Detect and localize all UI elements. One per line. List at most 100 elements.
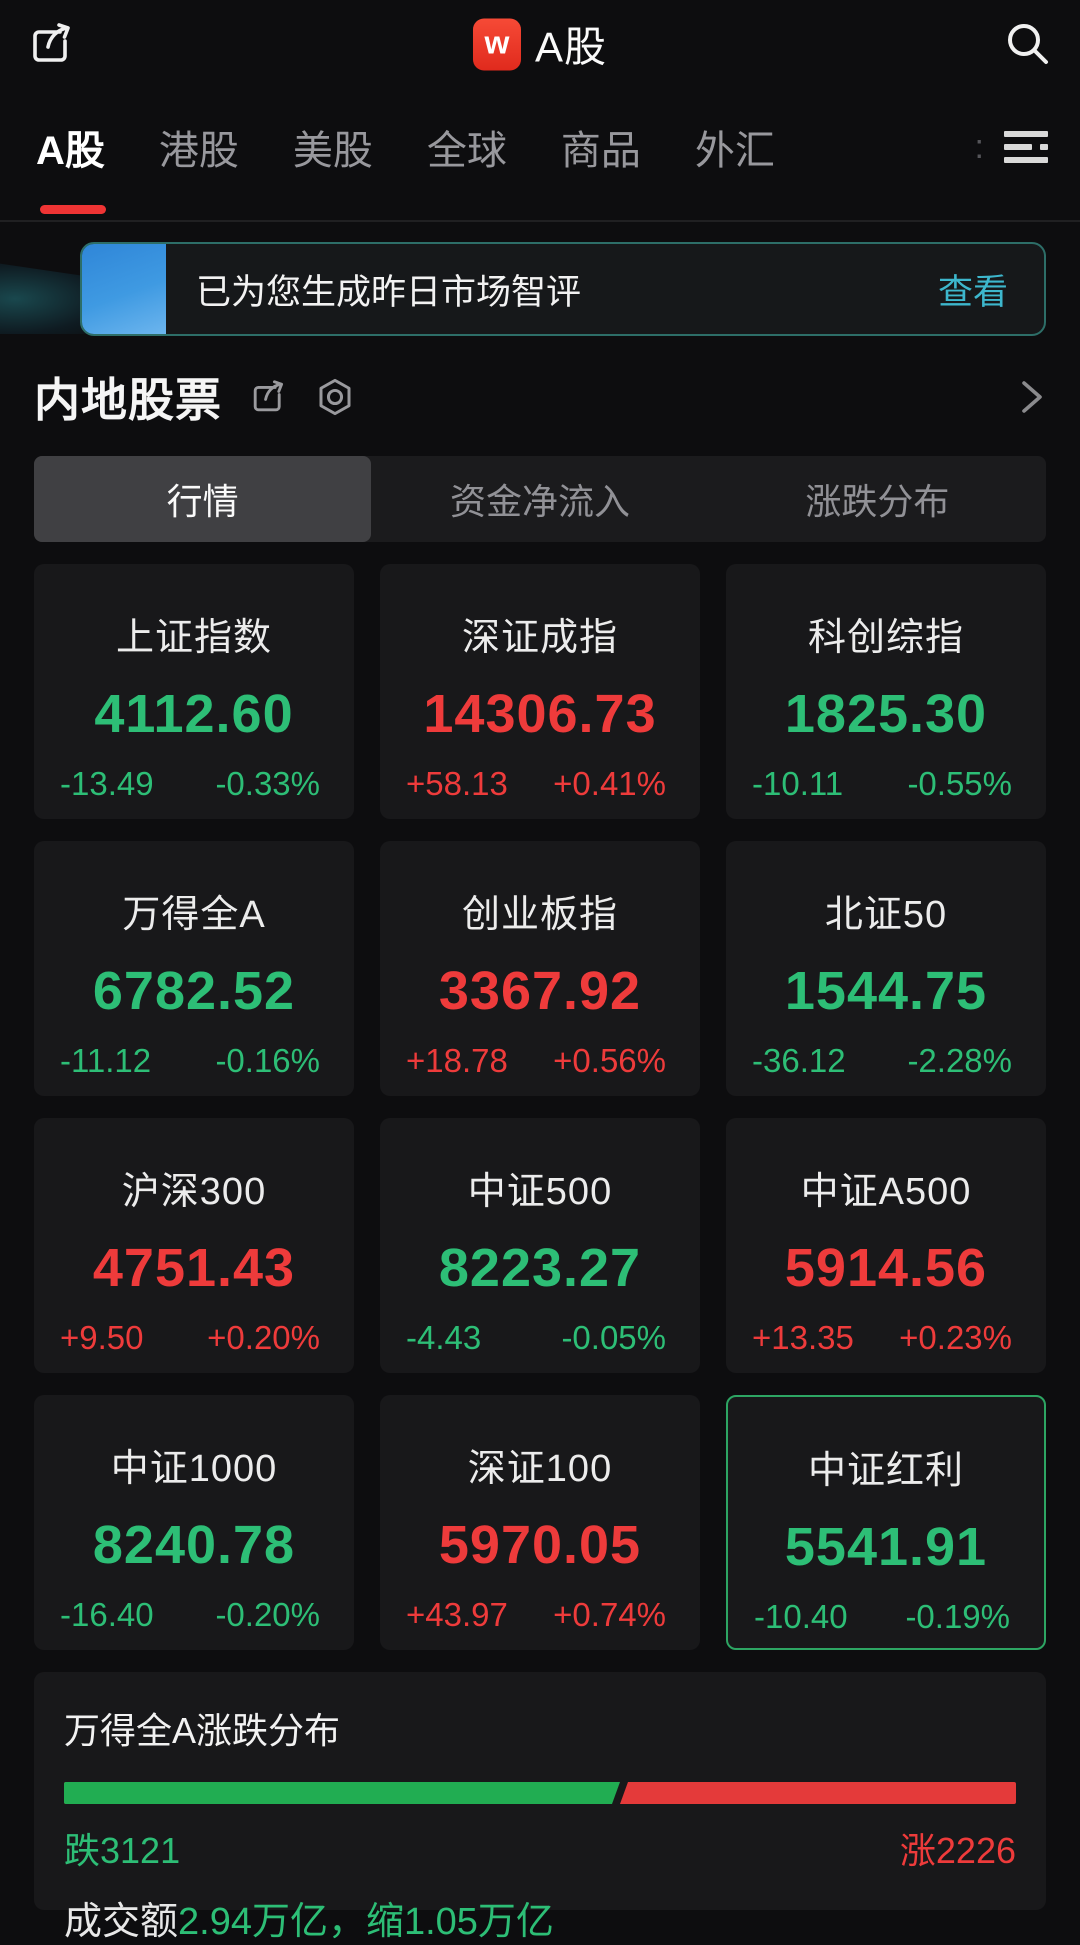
index-name: 沪深300 bbox=[121, 1171, 267, 1213]
market-tab-3[interactable]: 美股 bbox=[292, 129, 373, 173]
index-change-pct: -0.05% bbox=[561, 1319, 666, 1356]
index-name: 中证红利 bbox=[807, 1450, 964, 1492]
view-link[interactable]: 查看 bbox=[937, 272, 1008, 312]
index-value: 4751.43 bbox=[92, 1238, 296, 1298]
index-card[interactable]: 中证500 8223.27 -4.43 -0.05% bbox=[380, 1118, 700, 1373]
index-name: 科创综指 bbox=[807, 617, 964, 659]
index-card[interactable]: 上证指数 4112.60 -13.49 -0.33% bbox=[34, 564, 354, 819]
market-tab-1[interactable]: A股 bbox=[36, 129, 105, 173]
tabbar-right: : bbox=[975, 127, 1050, 167]
index-value: 5541.91 bbox=[784, 1517, 988, 1577]
distribution-title: 万得全A涨跌分布 bbox=[64, 1710, 341, 1751]
section-icons bbox=[248, 376, 356, 418]
subtab-2[interactable]: 资金净流入 bbox=[449, 481, 630, 522]
index-value: 4112.60 bbox=[94, 684, 294, 744]
index-change: -13.49 bbox=[60, 765, 154, 802]
index-name: 中证500 bbox=[467, 1171, 613, 1213]
index-change-pct: +0.56% bbox=[553, 1042, 666, 1079]
index-change: -36.12 bbox=[752, 1042, 846, 1079]
index-change-pct: +0.20% bbox=[207, 1319, 320, 1356]
index-change-pct: -0.16% bbox=[215, 1042, 320, 1079]
index-name: 深证成指 bbox=[461, 617, 618, 659]
index-card[interactable]: 北证50 1544.75 -36.12 -2.28% bbox=[726, 841, 1046, 1096]
index-card[interactable]: 科创综指 1825.30 -10.11 -0.55% bbox=[726, 564, 1046, 819]
index-change-pct: -2.28% bbox=[907, 1042, 1012, 1079]
index-name: 上证指数 bbox=[115, 617, 272, 659]
index-value: 5970.05 bbox=[438, 1515, 642, 1575]
distribution-panel: 万得全A涨跌分布 跌3121 涨2226 成交额2.94万亿，缩1.05万亿 bbox=[34, 1672, 1046, 1943]
index-change-row: +58.13 +0.41% bbox=[380, 765, 700, 803]
market-tab-4[interactable]: 全球 bbox=[426, 129, 507, 173]
index-card[interactable]: 创业板指 3367.92 +18.78 +0.56% bbox=[380, 841, 700, 1096]
index-change-row: -10.40 -0.19% bbox=[728, 1598, 1044, 1636]
index-change-row: +43.97 +0.74% bbox=[380, 1596, 700, 1634]
index-card[interactable]: 深证100 5970.05 +43.97 +0.74% bbox=[380, 1395, 700, 1650]
index-change: -11.12 bbox=[60, 1042, 152, 1079]
tab-list-menu-icon[interactable] bbox=[1004, 127, 1050, 167]
market-tab-2[interactable]: 港股 bbox=[158, 129, 239, 173]
index-value: 8223.27 bbox=[438, 1238, 642, 1298]
index-name: 万得全A bbox=[122, 894, 266, 936]
index-change: +43.97 bbox=[406, 1596, 508, 1633]
settings-gear-icon[interactable] bbox=[314, 376, 356, 418]
subtab-3[interactable]: 涨跌分布 bbox=[805, 481, 950, 522]
index-change: +18.78 bbox=[406, 1042, 508, 1079]
index-name: 深证100 bbox=[467, 1448, 613, 1490]
index-value: 5914.56 bbox=[784, 1238, 988, 1298]
decliners-count: 跌3121 bbox=[64, 1830, 181, 1871]
search-icon[interactable] bbox=[1002, 18, 1054, 70]
index-change-row: -36.12 -2.28% bbox=[726, 1042, 1046, 1080]
index-card[interactable]: 中证红利 5541.91 -10.40 -0.19% bbox=[726, 1395, 1046, 1650]
index-change-row: -11.12 -0.16% bbox=[34, 1042, 354, 1080]
market-tabs: A股 港股 美股 全球 商品 外汇 bbox=[36, 118, 829, 176]
chevron-right-icon[interactable] bbox=[1016, 375, 1046, 419]
index-change-pct: +0.41% bbox=[553, 765, 666, 802]
turnover-line: 成交额2.94万亿，缩1.05万亿 bbox=[64, 1890, 1016, 1945]
index-name: 中证A500 bbox=[800, 1171, 972, 1213]
index-change-row: -4.43 -0.05% bbox=[380, 1319, 700, 1357]
active-tab-underline bbox=[40, 205, 106, 214]
market-tabbar: A股 港股 美股 全球 商品 外汇 : bbox=[0, 88, 1080, 222]
index-value: 1544.75 bbox=[784, 961, 988, 1021]
index-name: 创业板指 bbox=[461, 894, 618, 936]
index-change: +9.50 bbox=[60, 1319, 144, 1356]
market-tab-6[interactable]: 外汇 bbox=[694, 129, 775, 173]
index-name: 北证50 bbox=[824, 894, 948, 936]
tab-overflow-dots: : bbox=[974, 128, 984, 166]
index-value: 8240.78 bbox=[92, 1515, 296, 1575]
index-card[interactable]: 深证成指 14306.73 +58.13 +0.41% bbox=[380, 564, 700, 819]
index-change-row: -16.40 -0.20% bbox=[34, 1596, 354, 1634]
top-bar: w A股 bbox=[0, 0, 1080, 88]
index-change-row: -10.11 -0.55% bbox=[726, 765, 1046, 803]
index-change-pct: -0.55% bbox=[907, 765, 1012, 802]
decliners-bar-segment bbox=[64, 1782, 620, 1804]
share-icon[interactable] bbox=[26, 19, 76, 69]
index-change: -10.11 bbox=[752, 765, 844, 802]
advancers-count: 涨2226 bbox=[899, 1830, 1016, 1871]
index-card[interactable]: 中证1000 8240.78 -16.40 -0.20% bbox=[34, 1395, 354, 1650]
page-title: A股 bbox=[534, 23, 608, 71]
turnover-value: 2.94万亿，缩1.05万亿 bbox=[178, 1901, 554, 1943]
index-change: -16.40 bbox=[60, 1596, 154, 1633]
index-change-row: -13.49 -0.33% bbox=[34, 765, 354, 803]
smart-review-row: 已为您生成昨日市场智评 查看 bbox=[0, 242, 1046, 336]
index-value: 1825.30 bbox=[784, 684, 988, 744]
distribution-labels: 跌3121 涨2226 bbox=[64, 1822, 1016, 1874]
index-change: -10.40 bbox=[754, 1598, 848, 1635]
market-tab-5[interactable]: 商品 bbox=[560, 129, 641, 173]
index-value: 6782.52 bbox=[92, 961, 296, 1021]
index-name: 中证1000 bbox=[110, 1448, 278, 1490]
turnover-label: 成交额 bbox=[64, 1901, 179, 1943]
index-change: +58.13 bbox=[406, 765, 508, 802]
index-change: +13.35 bbox=[752, 1319, 854, 1356]
app-title-group: w A股 bbox=[472, 14, 608, 75]
index-card[interactable]: 万得全A 6782.52 -11.12 -0.16% bbox=[34, 841, 354, 1096]
smart-review-banner[interactable]: 已为您生成昨日市场智评 查看 bbox=[80, 242, 1046, 336]
index-change-pct: -0.33% bbox=[215, 765, 320, 802]
section-share-icon[interactable] bbox=[248, 377, 288, 417]
index-card[interactable]: 沪深300 4751.43 +9.50 +0.20% bbox=[34, 1118, 354, 1373]
index-value: 14306.73 bbox=[423, 684, 657, 744]
index-card[interactable]: 中证A500 5914.56 +13.35 +0.23% bbox=[726, 1118, 1046, 1373]
view-switcher: 行情 资金净流入 涨跌分布 bbox=[34, 456, 1046, 542]
subtab-1[interactable]: 行情 bbox=[34, 456, 372, 542]
